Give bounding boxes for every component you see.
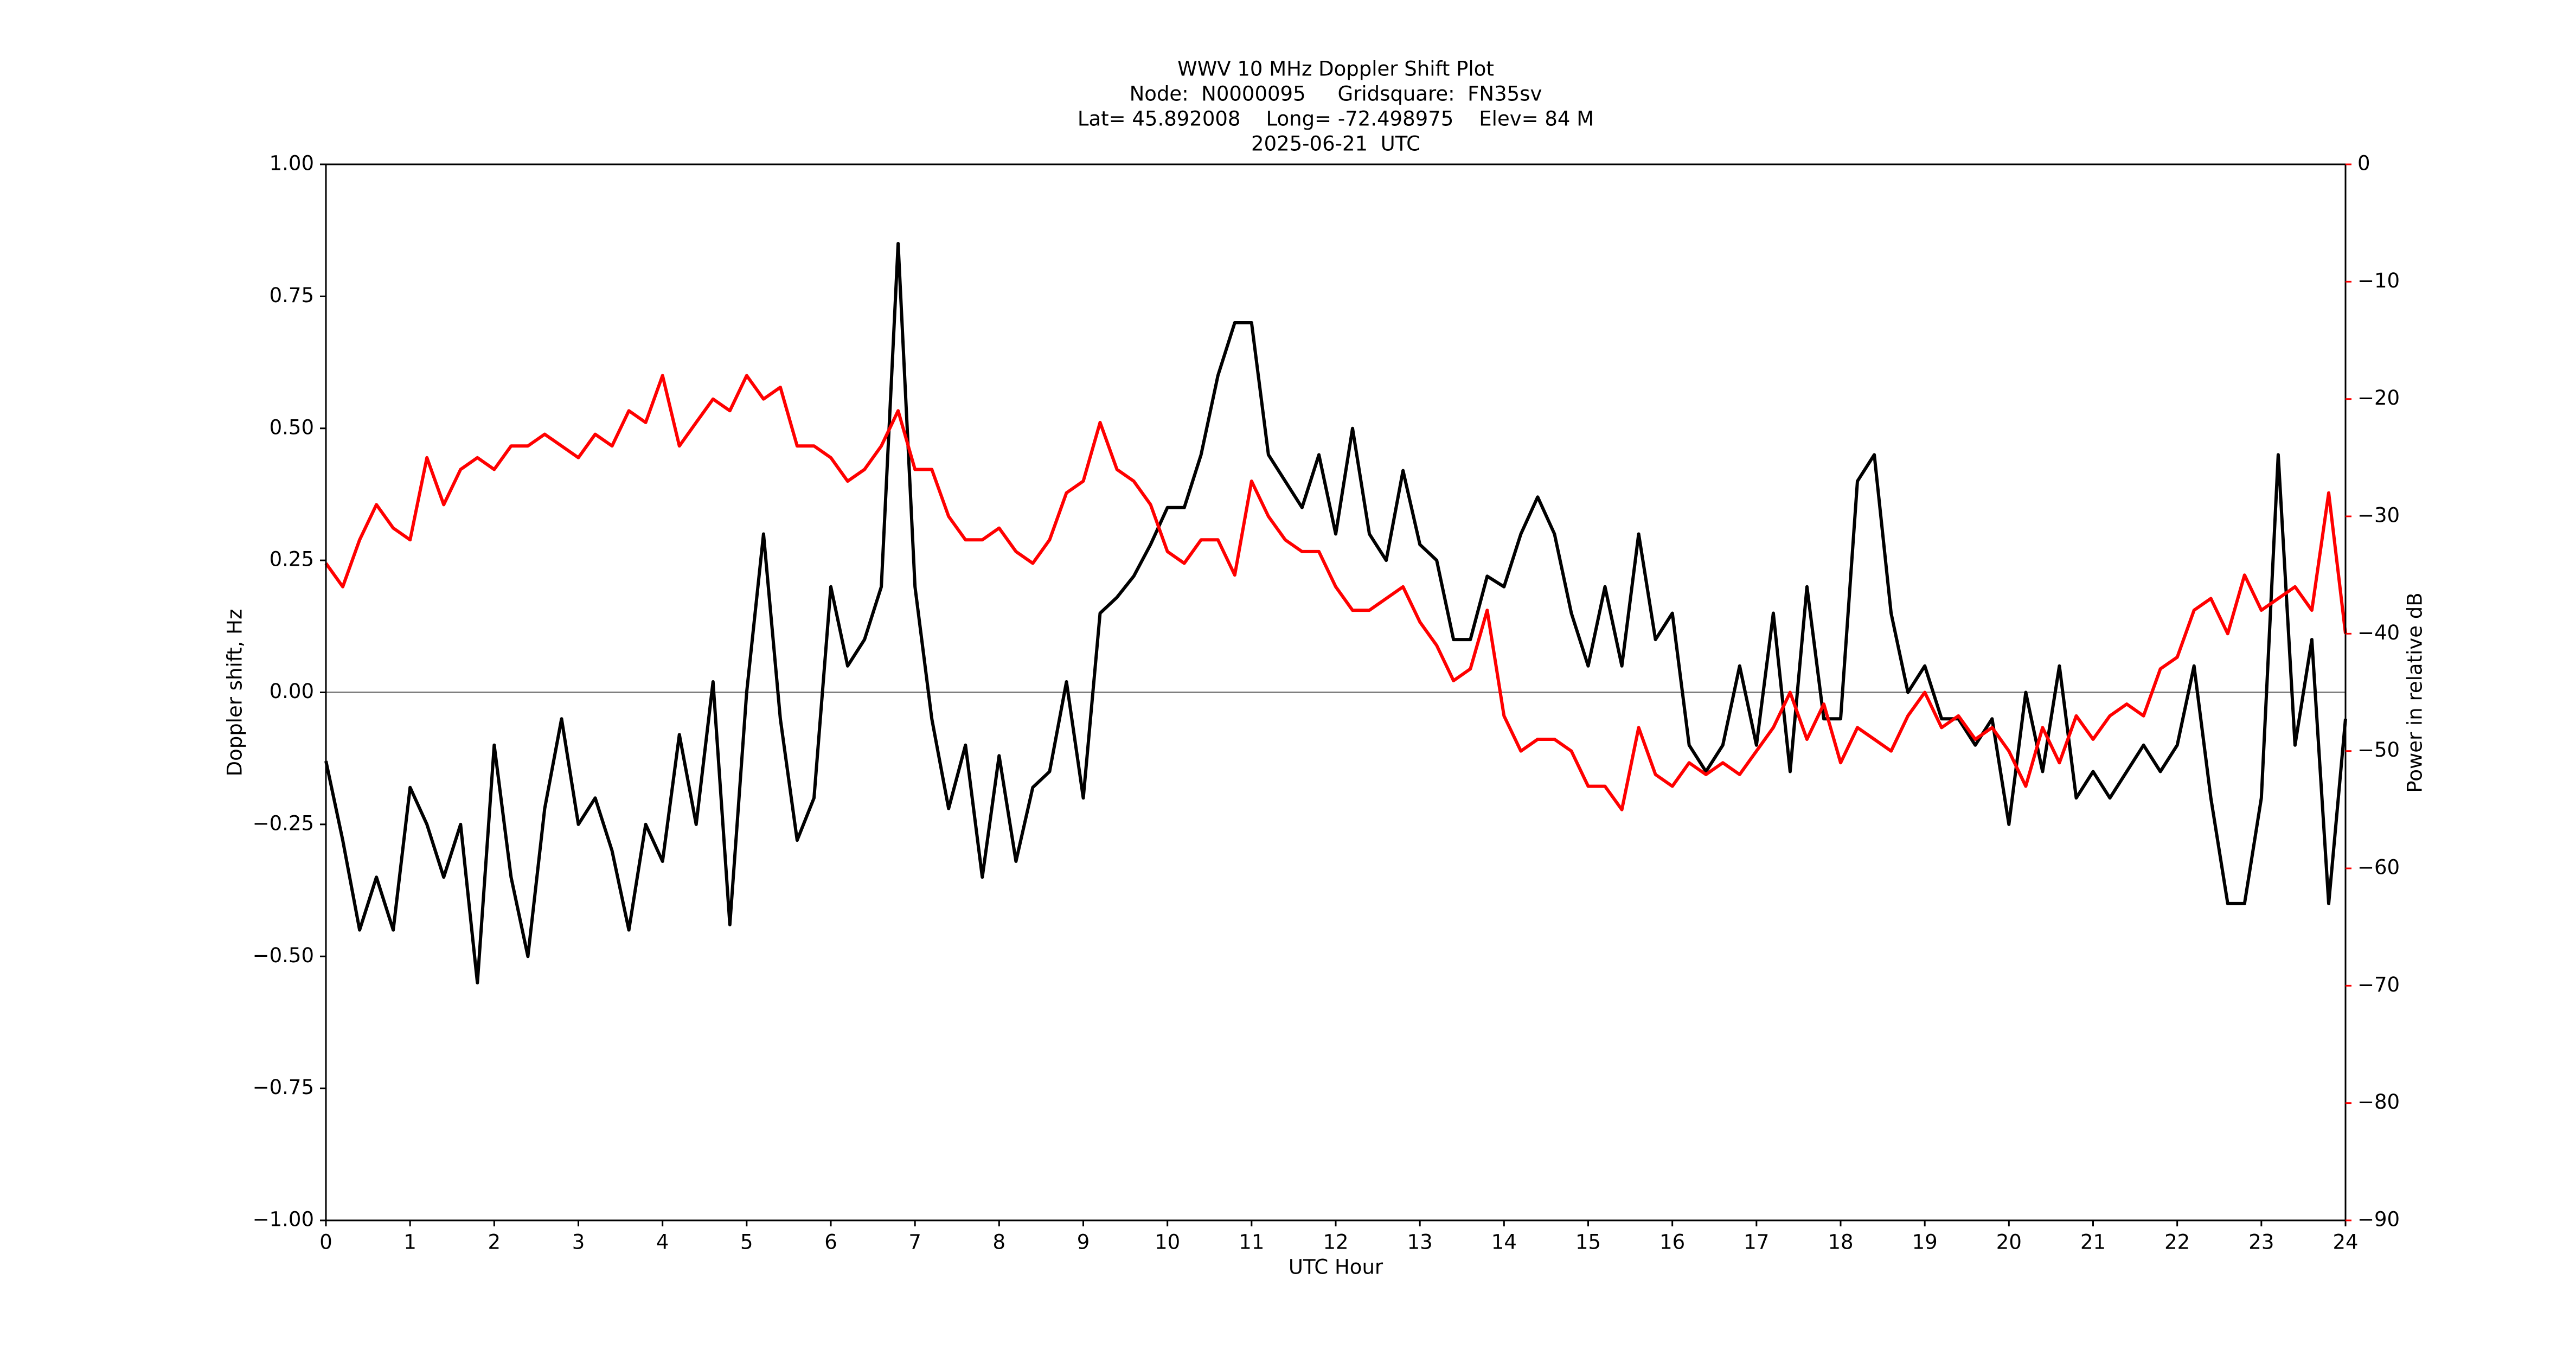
x-tick-label: 18 (1828, 1231, 1853, 1254)
x-axis-label: UTC Hour (1289, 1256, 1383, 1279)
y-axis-label: Doppler shift, Hz (223, 609, 247, 777)
chart-title: 2025-06-21 UTC (1251, 132, 1420, 156)
x-tick-label: 19 (1912, 1231, 1938, 1254)
y-tick-label: −0.75 (253, 1076, 314, 1099)
y-tick-label: −0.50 (253, 944, 314, 967)
y2-tick-label: −20 (2357, 386, 2400, 410)
y-tick-label: 0.75 (270, 284, 314, 307)
x-tick-label: 5 (740, 1231, 753, 1254)
x-tick-label: 12 (1323, 1231, 1348, 1254)
data-line (324, 374, 2347, 811)
y2-tick-label: −10 (2357, 269, 2400, 292)
chart-title: Node: N0000095 Gridsquare: FN35sv (1130, 82, 1542, 106)
y2-axis-label: Power in relative dB (2404, 592, 2427, 792)
y2-tick-label: 0 (2357, 152, 2370, 175)
y-tick-label: 0.00 (270, 680, 314, 703)
y2-tick-label: −30 (2357, 504, 2400, 527)
x-tick-label: 13 (1407, 1231, 1433, 1254)
chart-title: WWV 10 MHz Doppler Shift Plot (1177, 57, 1494, 81)
x-tick-label: 10 (1155, 1231, 1180, 1254)
x-tick-label: 3 (572, 1231, 585, 1254)
x-tick-label: 24 (2333, 1231, 2358, 1254)
y2-tick-label: −70 (2357, 973, 2400, 996)
y-tick-label: 0.50 (270, 415, 314, 439)
x-tick-label: 20 (1996, 1231, 2022, 1254)
x-tick-label: 2 (488, 1231, 501, 1254)
y-tick-label: −1.00 (253, 1208, 314, 1231)
data-line (324, 242, 2347, 984)
y2-tick-label: −50 (2357, 738, 2400, 762)
y2-tick-label: −90 (2357, 1208, 2400, 1231)
x-tick-label: 0 (319, 1231, 332, 1254)
x-tick-label: 17 (1744, 1231, 1769, 1254)
x-tick-label: 1 (403, 1231, 416, 1254)
x-tick-label: 23 (2248, 1231, 2274, 1254)
x-tick-label: 16 (1659, 1231, 1685, 1254)
x-tick-label: 15 (1575, 1231, 1601, 1254)
chart-title: Lat= 45.892008 Long= -72.498975 Elev= 84… (1078, 107, 1594, 131)
x-tick-label: 8 (993, 1231, 1006, 1254)
x-tick-label: 9 (1077, 1231, 1090, 1254)
x-tick-label: 11 (1239, 1231, 1264, 1254)
x-tick-label: 6 (824, 1231, 837, 1254)
y-tick-label: −0.25 (253, 811, 314, 835)
x-tick-label: 4 (656, 1231, 669, 1254)
x-tick-label: 21 (2080, 1231, 2106, 1254)
y2-tick-label: −40 (2357, 621, 2400, 644)
y-tick-label: 0.25 (270, 548, 314, 571)
x-tick-label: 22 (2164, 1231, 2190, 1254)
y-tick-label: 1.00 (270, 152, 314, 175)
x-tick-label: 7 (908, 1231, 921, 1254)
x-tick-label: 14 (1491, 1231, 1517, 1254)
y2-tick-label: −80 (2357, 1090, 2400, 1114)
y2-tick-label: −60 (2357, 856, 2400, 879)
